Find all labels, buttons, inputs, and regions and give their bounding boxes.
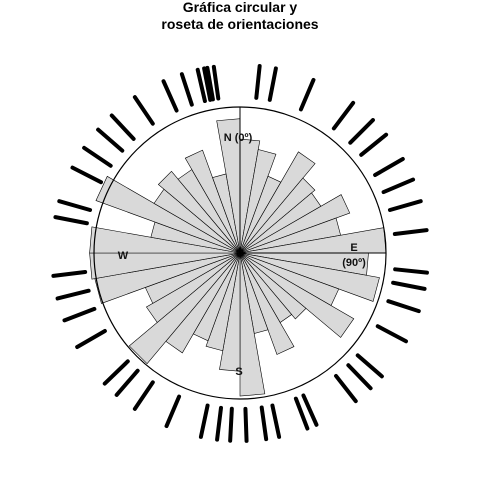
observation-tick-8 bbox=[392, 228, 429, 236]
observation-tick-17 bbox=[243, 406, 249, 443]
observation-tick-45 bbox=[179, 72, 194, 107]
observation-tick-30 bbox=[132, 95, 155, 126]
observation-tick-39 bbox=[293, 396, 310, 431]
observation-tick-11 bbox=[375, 324, 408, 344]
observation-tick-19 bbox=[198, 403, 210, 439]
observation-tick-16 bbox=[259, 405, 269, 442]
observation-tick-31 bbox=[161, 79, 179, 113]
observation-tick-6 bbox=[373, 157, 405, 177]
observation-tick-7 bbox=[381, 177, 416, 195]
south-label: S bbox=[235, 366, 242, 378]
rose-petals bbox=[89, 118, 387, 397]
observation-tick-44 bbox=[96, 127, 125, 153]
observation-tick-43 bbox=[57, 199, 93, 212]
observation-tick-38 bbox=[346, 363, 373, 391]
observation-tick-14 bbox=[301, 393, 319, 427]
observation-tick-24 bbox=[62, 306, 97, 323]
observation-tick-34 bbox=[267, 66, 278, 102]
observation-tick-28 bbox=[82, 145, 113, 168]
observation-tick-13 bbox=[334, 373, 358, 404]
observation-tick-2 bbox=[254, 64, 262, 100]
chart-title-line-2: roseta de orientaciones bbox=[161, 16, 318, 32]
observation-tick-15 bbox=[270, 403, 282, 439]
north-label: N (0º) bbox=[224, 132, 253, 144]
observation-tick-21 bbox=[132, 380, 155, 411]
observation-tick-25 bbox=[51, 270, 88, 278]
observation-tick-32 bbox=[202, 66, 213, 102]
observation-tick-12 bbox=[355, 353, 384, 379]
observation-tick-29 bbox=[109, 113, 136, 141]
observation-tick-18 bbox=[228, 406, 234, 443]
observation-tick-41 bbox=[114, 368, 140, 397]
observation-tick-26 bbox=[53, 215, 89, 226]
east-degree-label: (90º) bbox=[342, 257, 366, 269]
observation-tick-40 bbox=[215, 405, 223, 442]
observation-tick-42 bbox=[55, 288, 91, 301]
observation-tick-1 bbox=[195, 67, 207, 103]
observation-tick-23 bbox=[75, 329, 107, 349]
east-label: E bbox=[350, 242, 357, 254]
observation-tick-3 bbox=[298, 77, 316, 112]
observation-tick-10 bbox=[386, 299, 421, 314]
observation-tick-5 bbox=[359, 132, 389, 157]
observation-tick-33 bbox=[211, 64, 221, 101]
observation-tick-37 bbox=[391, 280, 427, 291]
observation-tick-9 bbox=[393, 267, 429, 275]
observation-tick-22 bbox=[102, 359, 130, 386]
observation-tick-0 bbox=[205, 65, 215, 102]
observation-tick-35 bbox=[348, 118, 375, 145]
observation-tick-36 bbox=[387, 199, 423, 212]
observation-tick-27 bbox=[70, 165, 103, 185]
chart-title-line-1: Gráfica circular y bbox=[183, 0, 298, 15]
observation-tick-20 bbox=[164, 394, 182, 429]
observation-ticks bbox=[51, 64, 429, 443]
observation-tick-4 bbox=[331, 100, 356, 131]
west-label: W bbox=[118, 250, 129, 262]
